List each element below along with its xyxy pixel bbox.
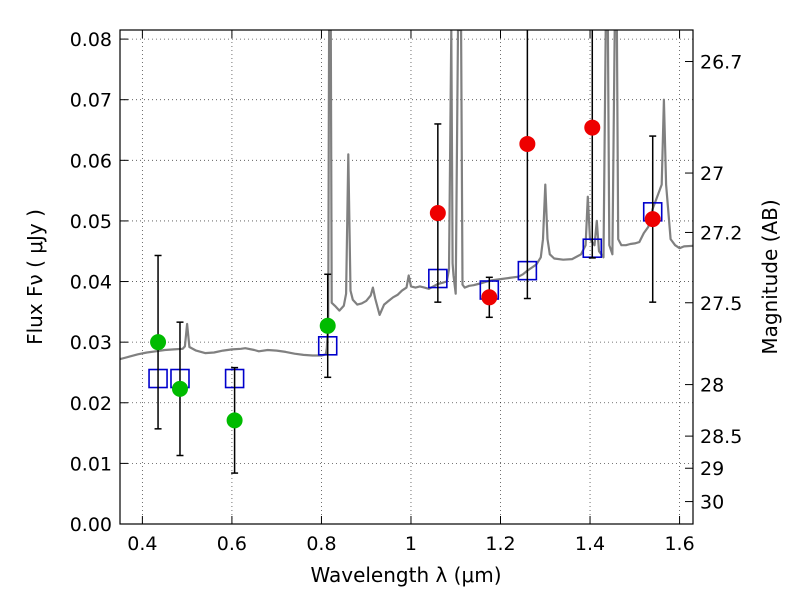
y2-tick-label: 28.5 [700, 426, 742, 448]
y2-axis-label: Magnitude (AB) [758, 199, 782, 354]
data-point [171, 380, 188, 397]
data-point [150, 334, 167, 351]
x-tick-label: 1.2 [485, 533, 515, 555]
y-tick-label: 0.00 [70, 514, 112, 536]
x-tick-label: 1.6 [664, 533, 694, 555]
x-axis-label: Wavelength λ (μm) [310, 563, 501, 587]
x-tick-label: 1.4 [575, 533, 605, 555]
x-tick-label: 0.8 [306, 533, 336, 555]
labels-layer: Wavelength λ (μm) Flux Fν ( μJy ) Magnit… [23, 199, 782, 587]
x-tick-label: 0.6 [217, 533, 247, 555]
y-tick-label: 0.04 [70, 272, 112, 294]
axes-frame [119, 29, 694, 525]
data-point [319, 317, 336, 334]
y2-tick-label: 27.5 [700, 293, 742, 315]
y-tick-label: 0.07 [70, 90, 112, 112]
y2-tick-label: 28 [700, 375, 724, 397]
data-point [644, 211, 661, 228]
data-point [519, 135, 536, 152]
spectrum-line [120, 30, 693, 361]
y-tick-label: 0.02 [70, 393, 112, 415]
y-tick-label: 0.03 [70, 332, 112, 354]
y2-tick-label: 29 [700, 458, 724, 480]
data-point [481, 289, 498, 306]
y-tick-label: 0.01 [70, 453, 112, 475]
y2-tick-label: 27.2 [700, 222, 742, 244]
y-tick-label: 0.06 [70, 150, 112, 172]
y2-tick-label: 27 [700, 163, 724, 185]
y-axis-label: Flux Fν ( μJy ) [23, 209, 47, 345]
y-tick-label: 0.08 [70, 29, 112, 51]
data-point [584, 119, 601, 136]
y2-tick-label: 30 [700, 492, 724, 514]
y-tick-label: 0.05 [70, 211, 112, 233]
data-point [429, 205, 446, 222]
x-tick-label: 0.4 [127, 533, 157, 555]
y2-tick-label: 26.7 [700, 52, 742, 74]
axes-layer: 0.4 0.6 0.8 1 1.2 1.4 1.6 0.00 0.01 0.02 0.03 0.04 0… [70, 29, 743, 555]
x-tick-label: 1 [405, 533, 417, 555]
plot-layer [120, 30, 693, 474]
data-point [226, 412, 243, 429]
grid-layer [120, 30, 693, 525]
